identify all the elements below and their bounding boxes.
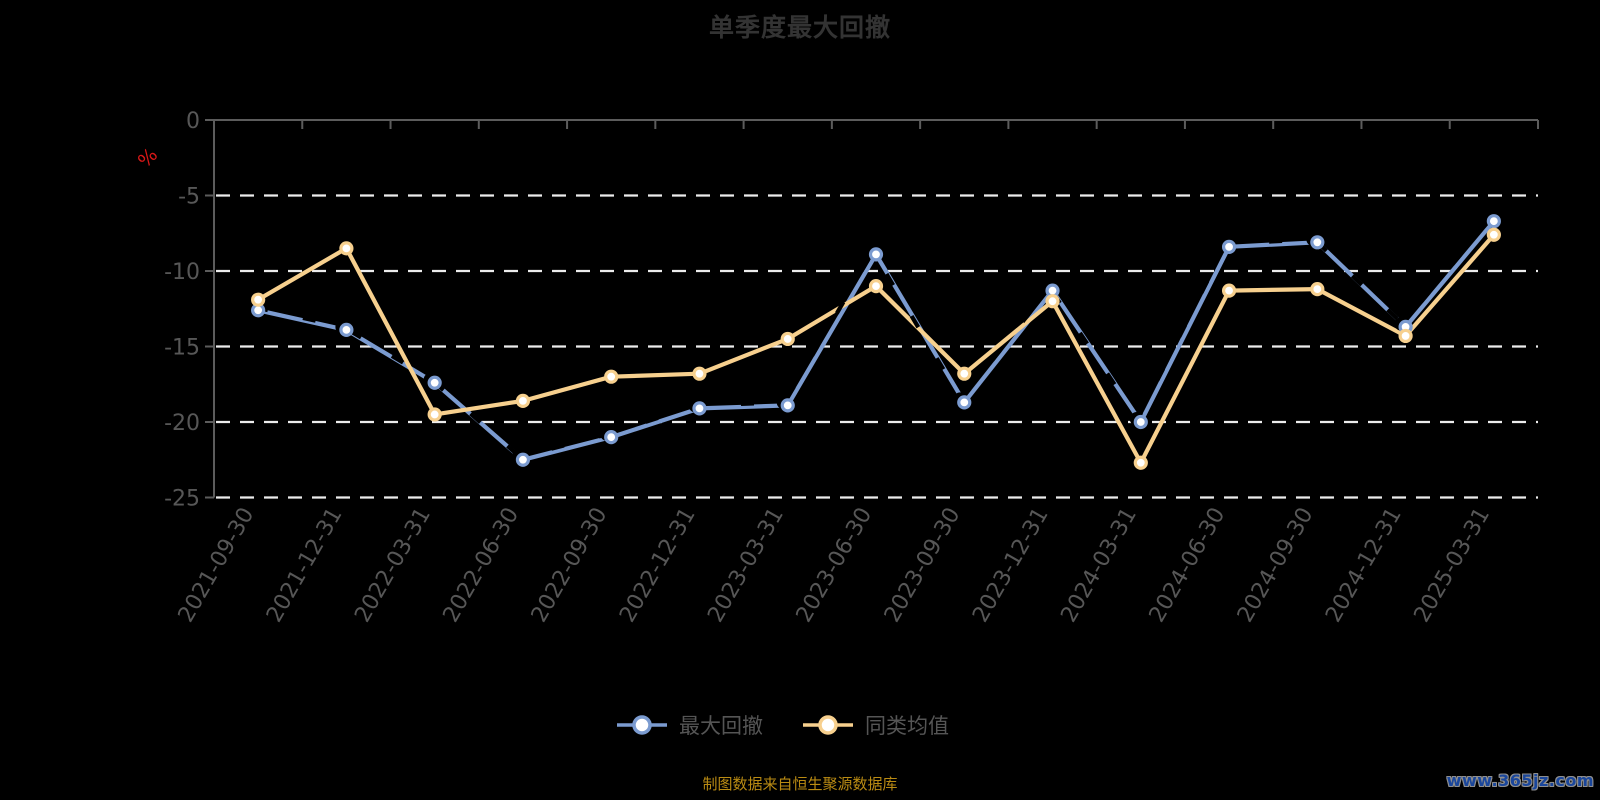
data-point-同类均值-2024-03-31[interactable]: [1133, 455, 1148, 470]
data-source-note: 制图数据来自恒生聚源数据库: [702, 775, 898, 793]
data-point-同类均值-2023-12-31[interactable]: [1045, 294, 1060, 309]
data-point-最大回撤-2024-06-30[interactable]: [1221, 239, 1237, 254]
x-axis-label: 2025-03-31: [1410, 504, 1496, 627]
data-point-同类均值-2025-03-31[interactable]: [1486, 227, 1501, 242]
legend-label: 最大回撤: [679, 714, 763, 738]
data-point-最大回撤-2021-12-31[interactable]: [339, 322, 354, 337]
x-axis-label: 2022-12-31: [615, 504, 701, 627]
data-point-最大回撤-2022-12-31[interactable]: [692, 401, 707, 416]
y-axis-label: -25: [164, 487, 200, 512]
series-line-category-average: [256, 232, 1497, 465]
data-point-最大回撤-2022-03-31[interactable]: [427, 375, 442, 390]
data-point-同类均值-2023-03-31[interactable]: [780, 331, 795, 347]
data-point-同类均值-2022-03-31[interactable]: [427, 407, 442, 422]
data-point-同类均值-2021-12-31[interactable]: [339, 241, 354, 256]
series-markers-max-drawdown: [251, 214, 1501, 467]
y-axis-label: -5: [178, 185, 200, 210]
data-point-同类均值-2023-06-30[interactable]: [868, 279, 884, 294]
x-axis-label: 2022-06-30: [439, 504, 525, 627]
x-axis-label: 2022-09-30: [527, 504, 613, 627]
x-axis-label: 2022-03-31: [350, 504, 436, 627]
data-point-同类均值-2023-09-30[interactable]: [957, 366, 972, 381]
data-point-同类均值-2022-12-31[interactable]: [692, 366, 707, 381]
x-axis-label: 2021-09-30: [174, 504, 260, 627]
x-axis-label: 2024-06-30: [1145, 504, 1231, 627]
chart-legend: 最大回撤 同类均值: [0, 710, 1564, 740]
data-point-同类均值-2024-12-31[interactable]: [1398, 328, 1413, 344]
y-axis-label: -20: [164, 411, 200, 436]
y-axis-label: 0: [186, 109, 200, 134]
x-axis-label: 2023-06-30: [792, 504, 878, 627]
legend-marker-icon: [803, 715, 853, 735]
data-point-最大回撤-2022-06-30[interactable]: [515, 452, 531, 467]
y-axis-label: -10: [164, 260, 200, 285]
data-point-同类均值-2022-09-30[interactable]: [604, 369, 619, 384]
chart-title: 单季度最大回撤: [708, 13, 891, 42]
axes: [205, 119, 1539, 499]
data-point-同类均值-2024-06-30[interactable]: [1221, 283, 1237, 298]
y-axis-labels: 0 -5 -10 -15 -20 -25: [164, 109, 200, 512]
data-point-最大回撤-2023-09-30[interactable]: [957, 395, 972, 410]
x-axis-labels: 2021-09-30 2021-12-31 2022-03-31 2022-06-30…: [174, 504, 1495, 627]
x-axis-label: 2021-12-31: [262, 504, 348, 627]
y-gridlines: [216, 194, 1538, 499]
data-point-最大回撤-2025-03-31[interactable]: [1486, 214, 1501, 229]
x-axis-label: 2024-12-31: [1321, 504, 1407, 627]
data-point-最大回撤-2024-03-31[interactable]: [1133, 414, 1148, 430]
legend-label: 同类均值: [865, 714, 949, 738]
data-point-同类均值-2022-06-30[interactable]: [515, 393, 531, 408]
x-axis-label: 2023-12-31: [968, 504, 1054, 627]
x-axis-label: 2023-03-31: [703, 504, 789, 627]
legend-item-max-drawdown[interactable]: 最大回撤: [615, 710, 763, 740]
data-point-最大回撤-2023-03-31[interactable]: [780, 398, 795, 413]
legend-marker-icon: [617, 715, 667, 735]
x-axis-label: 2023-09-30: [880, 504, 966, 627]
data-point-同类均值-2021-09-30[interactable]: [251, 292, 266, 307]
data-point-最大回撤-2022-09-30[interactable]: [604, 430, 619, 445]
data-point-同类均值-2024-09-30[interactable]: [1310, 282, 1325, 297]
site-watermark: www.365jz.com: [1446, 771, 1594, 790]
legend-item-category-average[interactable]: 同类均值: [801, 710, 949, 740]
x-axis-label: 2024-09-30: [1233, 504, 1319, 627]
x-axis-label: 2024-03-31: [1056, 504, 1142, 627]
series-markers-category-average: [251, 227, 1501, 470]
data-point-最大回撤-2024-09-30[interactable]: [1310, 235, 1325, 250]
data-point-最大回撤-2023-06-30[interactable]: [868, 247, 884, 262]
y-axis-label: -15: [164, 336, 200, 361]
